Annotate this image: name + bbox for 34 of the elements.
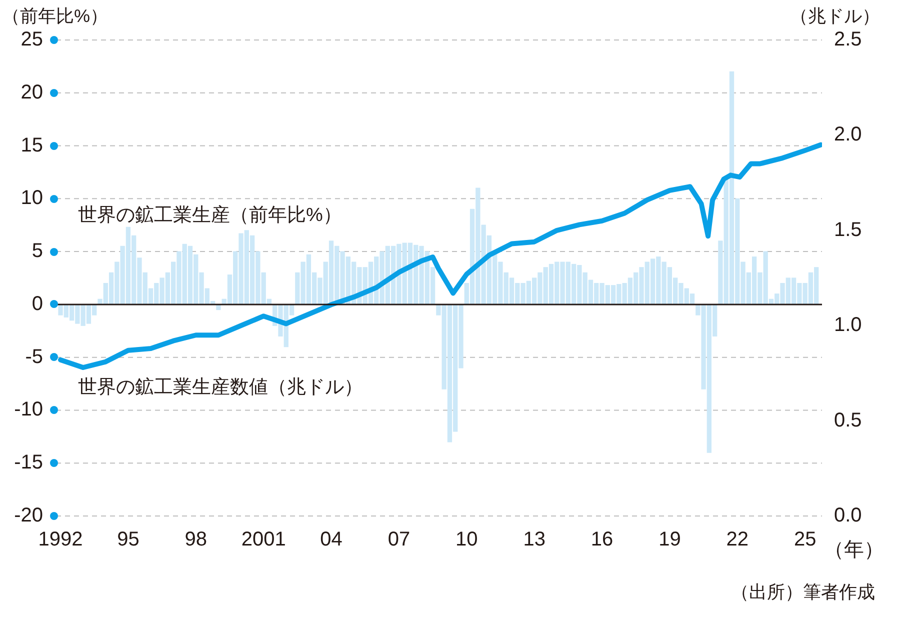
- y2-tick-label: 2.0: [834, 124, 862, 146]
- x-tick-label: 22: [726, 528, 749, 551]
- y2-tick-label: 0.5: [834, 409, 862, 432]
- y-tick-label: 25: [20, 28, 43, 51]
- x-tick-label: 16: [590, 528, 614, 551]
- x-tick-label: 10: [456, 528, 478, 551]
- series-label: 世界の鉱工業生産数値（兆ドル）: [78, 376, 363, 398]
- y-tick-label: 0: [32, 292, 43, 315]
- text: （出所）筆者作成: [731, 582, 875, 602]
- y2-tick-label: 0.0: [834, 504, 862, 527]
- x-tick-label: 04: [320, 528, 342, 551]
- x-tick-label: 1992: [38, 528, 83, 551]
- x-tick-label: 25: [794, 528, 816, 551]
- y-tick-label: -15: [14, 452, 43, 474]
- y2-tick-label: 1.0: [834, 314, 862, 336]
- y2-axis-title: （兆ドル）: [790, 6, 880, 26]
- x-axis-title: （年）: [824, 539, 884, 561]
- y-tick-label: 20: [20, 81, 43, 104]
- y2-tick-label: 1.5: [834, 218, 862, 241]
- y-tick-label: -5: [25, 346, 43, 368]
- x-tick-label: 07: [388, 528, 410, 551]
- x-tick-label: 98: [184, 528, 208, 551]
- x-tick-label: 95: [117, 528, 140, 551]
- y-tick-label: -10: [14, 398, 43, 421]
- x-tick-label: 2001: [241, 528, 286, 551]
- y-tick-label: -20: [14, 504, 43, 527]
- series-label: 世界の鉱工業生産（前年比%）: [78, 204, 342, 226]
- y-axis-title: （前年比%）: [2, 6, 108, 26]
- y-tick-label: 10: [20, 187, 43, 210]
- y-tick-label: 15: [20, 134, 43, 156]
- x-tick-label: 19: [658, 528, 681, 551]
- x-tick-label: 13: [523, 528, 546, 551]
- y2-tick-label: 2.5: [834, 28, 862, 51]
- y-tick-label: 5: [32, 240, 43, 262]
